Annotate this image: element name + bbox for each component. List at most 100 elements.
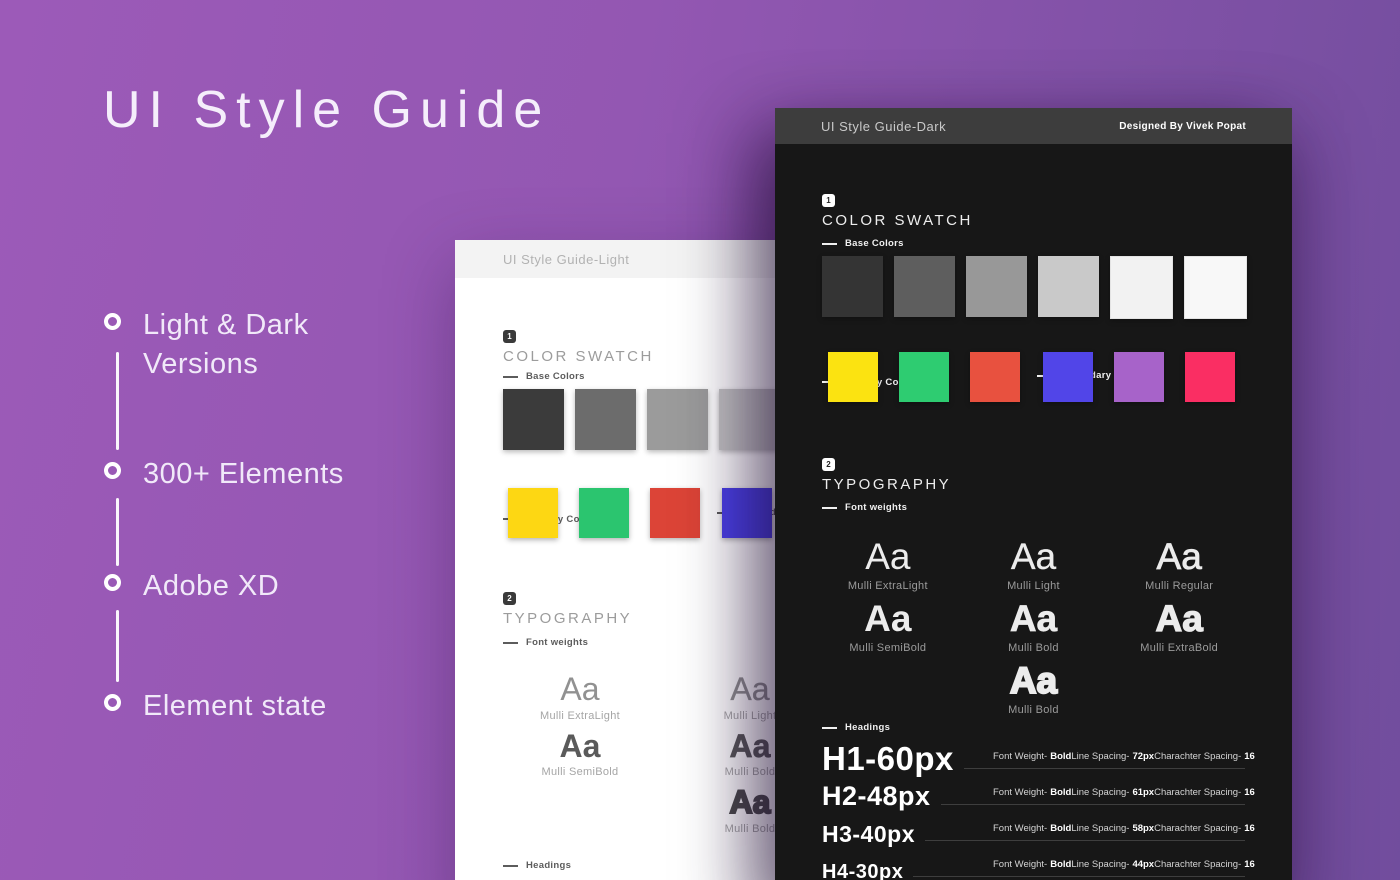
font-sample-glyph: Aa	[729, 727, 771, 764]
font-sample: Aa Mulli Bold	[961, 660, 1107, 716]
dark-primary-secondary-row	[828, 352, 1235, 402]
section-title: TYPOGRAPHY	[503, 610, 633, 627]
color-swatch	[719, 389, 780, 450]
font-weight-value: Bold	[1050, 787, 1072, 798]
font-sample-label: Mulli Bold	[724, 822, 776, 835]
section-number-badge: 2	[822, 458, 835, 471]
font-weight-value: Bold	[1050, 751, 1072, 762]
headings-spec-list: H1-60px Font Weight- Bold Line Spacing- 72…	[822, 738, 1255, 880]
char-spacing-label: Charachter Spacing-	[1154, 751, 1242, 762]
feature-item-adobe-xd: Adobe XD	[104, 567, 383, 606]
color-swatch	[647, 389, 708, 450]
font-sample: Aa Mulli Bold	[665, 727, 835, 779]
dark-styleguide-panel: UI Style Guide-Dark Designed By Vivek Po…	[775, 108, 1292, 880]
font-sample-label: Mulli Light	[723, 709, 777, 722]
font-sample-label: Mulli ExtraBold	[1140, 641, 1219, 654]
font-sample: Aa Mulli Regular	[1106, 536, 1252, 592]
bullet-ring-icon	[104, 462, 121, 479]
font-sample: Aa Mulli Bold	[961, 599, 1107, 654]
dash-icon	[822, 506, 837, 509]
line-spacing-value: 72px	[1132, 751, 1155, 762]
light-panel-title: UI Style Guide-Light	[503, 251, 630, 267]
font-sample-label: Mulli Light	[1007, 579, 1060, 592]
font-sample-label: Mulli Bold	[1008, 703, 1059, 716]
font-sample: Aa Mulli Light	[665, 672, 835, 722]
font-sample: Aa Mulli SemiBold	[495, 727, 665, 779]
light-primary-secondary-row	[508, 488, 772, 538]
grid-spacer	[815, 662, 961, 716]
headings-label: Headings	[822, 722, 890, 733]
line-spacing-value: 44px	[1132, 859, 1155, 870]
heading-meta: Font Weight- Bold Line Spacing- 72px Chara…	[993, 751, 1255, 768]
base-colors-label: Base Colors	[822, 238, 904, 249]
font-sample-label: Mulli Bold	[724, 766, 776, 779]
dark-typography-section-title: 2 TYPOGRAPHY	[822, 458, 951, 493]
font-sample-label: Mulli SemiBold	[541, 766, 619, 779]
feature-label: Light & Dark Versions	[143, 309, 309, 380]
color-swatch	[1038, 256, 1099, 317]
heading-rule: Font Weight- Bold Line Spacing- 72px Chara…	[963, 751, 1255, 769]
heading-rule: Font Weight- Bold Line Spacing- 61px Chara…	[940, 787, 1255, 805]
color-swatch	[508, 488, 558, 538]
section-number-badge: 1	[503, 330, 516, 343]
heading-sample: H1-60px	[822, 739, 954, 777]
page-title: UI Style Guide	[103, 81, 551, 139]
font-weights-label: Font weights	[822, 502, 907, 513]
color-swatch	[899, 352, 949, 402]
font-weight-value: Bold	[1050, 859, 1072, 870]
font-weight-label: Font Weight-	[993, 787, 1048, 798]
font-sample: Aa Mulli ExtraLight	[815, 536, 961, 592]
section-title: TYPOGRAPHY	[822, 476, 952, 493]
font-weight-label: Font Weight-	[993, 823, 1048, 834]
light-font-weights-grid: Aa Mulli ExtraLight Aa Mulli Light Aa Mu…	[495, 671, 835, 835]
font-sample-label: Mulli Regular	[1145, 579, 1214, 592]
color-swatch	[575, 389, 636, 450]
section-title: COLOR SWATCH	[503, 348, 654, 365]
font-sample-label: Mulli ExtraLight	[847, 579, 928, 592]
feature-label: Adobe XD	[143, 570, 280, 602]
dash-icon	[503, 375, 518, 378]
heading-rule: Font Weight- Bold Line Spacing- 44px Chara…	[913, 859, 1255, 877]
line-spacing-label: Line Spacing-	[1071, 787, 1130, 798]
char-spacing-value: 16	[1244, 787, 1255, 798]
dash-icon	[822, 242, 837, 245]
color-swatch	[650, 488, 700, 538]
char-spacing-value: 16	[1244, 751, 1255, 762]
feature-label: Element state	[143, 690, 327, 722]
font-sample-label: Mulli Bold	[1008, 641, 1059, 654]
color-swatch	[503, 389, 564, 450]
font-weight-label: Font Weight-	[993, 751, 1048, 762]
heading-spec-row: H1-60px Font Weight- Bold Line Spacing- 72…	[822, 738, 1255, 777]
heading-sample: H3-40px	[822, 821, 915, 848]
dark-panel-title: UI Style Guide-Dark	[821, 118, 947, 134]
designer-credit: Designed By Vivek Popat	[1119, 120, 1246, 132]
line-spacing-value: 58px	[1132, 823, 1155, 834]
heading-meta: Font Weight- Bold Line Spacing- 58px Chara…	[993, 823, 1255, 840]
font-sample-label: Mulli SemiBold	[849, 641, 927, 654]
feature-item-versions: Light & Dark Versions	[104, 306, 383, 384]
char-spacing-value: 16	[1244, 859, 1255, 870]
color-swatch	[970, 352, 1020, 402]
dash-icon	[503, 641, 518, 644]
dash-icon	[503, 864, 518, 867]
char-spacing-label: Charachter Spacing-	[1154, 859, 1242, 870]
color-swatch	[1184, 256, 1247, 319]
font-sample-glyph: Aa	[1156, 536, 1202, 577]
timeline-connector	[116, 498, 119, 566]
font-sample-glyph: Aa	[560, 671, 600, 707]
timeline-connector	[116, 352, 119, 450]
color-swatch	[894, 256, 955, 317]
light-typography-section-title: 2 TYPOGRAPHY	[503, 592, 632, 627]
feature-label: 300+ Elements	[143, 458, 344, 490]
bullet-ring-icon	[104, 574, 121, 591]
font-sample-glyph: Aa	[559, 727, 601, 764]
heading-rule: Font Weight- Bold Line Spacing- 58px Chara…	[924, 823, 1255, 841]
color-swatch	[1110, 256, 1173, 319]
font-sample-label: Mulli ExtraLight	[540, 709, 620, 722]
light-color-swatch-section-title: 1 COLOR SWATCH	[503, 330, 654, 365]
section-title: COLOR SWATCH	[822, 212, 973, 229]
bullet-ring-icon	[104, 313, 121, 330]
char-spacing-label: Charachter Spacing-	[1154, 823, 1242, 834]
font-sample-glyph: Aa	[865, 536, 911, 577]
